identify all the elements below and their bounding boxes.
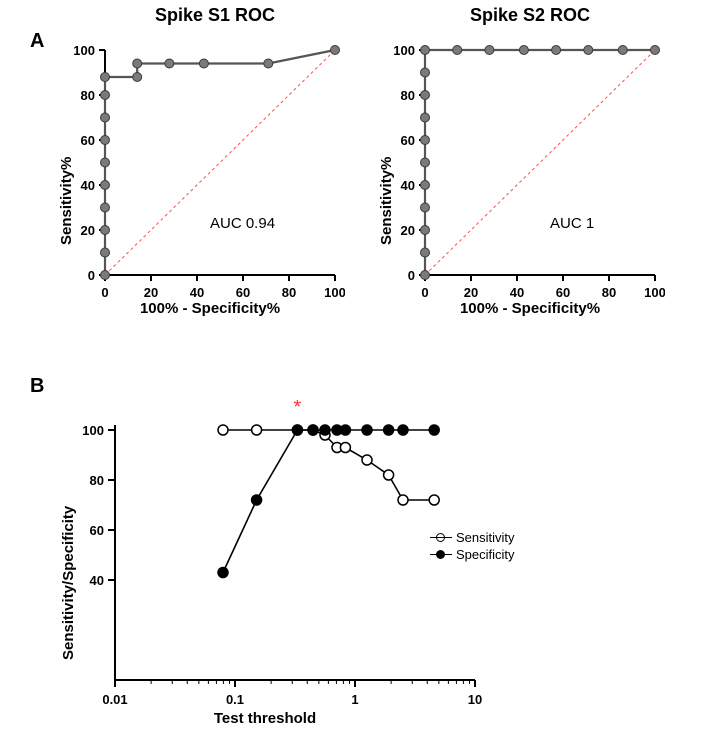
svg-text:20: 20 — [464, 285, 478, 300]
svg-text:100: 100 — [324, 285, 345, 300]
chart3-legend: Sensitivity Specificity — [430, 530, 515, 564]
chart2-roc: 0 20 40 60 80 100 0 20 40 60 80 100 — [380, 40, 665, 320]
svg-text:100: 100 — [393, 43, 415, 58]
svg-text:100: 100 — [82, 423, 104, 438]
svg-text:*: * — [294, 400, 302, 419]
svg-text:80: 80 — [81, 88, 95, 103]
chart1-title: Spike S1 ROC — [85, 5, 345, 26]
svg-text:40: 40 — [81, 178, 95, 193]
chart3-ylabel: Sensitivity/Specificity — [60, 506, 77, 660]
legend-marker-open — [430, 533, 452, 543]
svg-text:40: 40 — [90, 573, 104, 588]
chart3-threshold: 0.01 0.1 1 10 40 60 80 100 * — [60, 400, 490, 730]
svg-text:1: 1 — [351, 692, 358, 707]
legend-label-sensitivity: Sensitivity — [456, 530, 515, 545]
svg-text:80: 80 — [90, 473, 104, 488]
chart2-title: Spike S2 ROC — [400, 5, 660, 26]
svg-text:40: 40 — [190, 285, 204, 300]
svg-text:80: 80 — [282, 285, 296, 300]
svg-text:60: 60 — [556, 285, 570, 300]
svg-text:100: 100 — [644, 285, 665, 300]
svg-text:40: 40 — [510, 285, 524, 300]
chart2-auc: AUC 1 — [550, 215, 594, 232]
svg-text:0: 0 — [88, 268, 95, 283]
legend-item-specificity: Specificity — [430, 547, 515, 562]
chart1-roc: 0 20 40 60 80 100 0 20 40 60 80 100 — [60, 40, 345, 320]
svg-text:80: 80 — [602, 285, 616, 300]
svg-text:20: 20 — [81, 223, 95, 238]
svg-text:20: 20 — [401, 223, 415, 238]
svg-text:80: 80 — [401, 88, 415, 103]
svg-text:60: 60 — [90, 523, 104, 538]
svg-text:60: 60 — [236, 285, 250, 300]
panel-b-label: B — [30, 375, 44, 398]
chart1-xlabel: 100% - Specificity% — [110, 300, 310, 317]
legend-marker-filled — [430, 550, 452, 560]
chart1-auc: AUC 0.94 — [210, 215, 275, 232]
svg-text:20: 20 — [144, 285, 158, 300]
legend-label-specificity: Specificity — [456, 547, 515, 562]
svg-text:100: 100 — [73, 43, 95, 58]
svg-text:0.1: 0.1 — [226, 692, 244, 707]
svg-text:0: 0 — [101, 285, 108, 300]
svg-text:0.01: 0.01 — [102, 692, 127, 707]
svg-text:40: 40 — [401, 178, 415, 193]
panel-a-label: A — [30, 30, 44, 53]
chart3-xlabel: Test threshold — [165, 710, 365, 727]
svg-text:10: 10 — [468, 692, 482, 707]
svg-text:0: 0 — [421, 285, 428, 300]
legend-item-sensitivity: Sensitivity — [430, 530, 515, 545]
chart1-ylabel: Sensitivity% — [58, 157, 75, 245]
svg-text:60: 60 — [81, 133, 95, 148]
chart2-ylabel: Sensitivity% — [378, 157, 395, 245]
chart2-xlabel: 100% - Specificity% — [430, 300, 630, 317]
svg-text:0: 0 — [408, 268, 415, 283]
svg-text:60: 60 — [401, 133, 415, 148]
